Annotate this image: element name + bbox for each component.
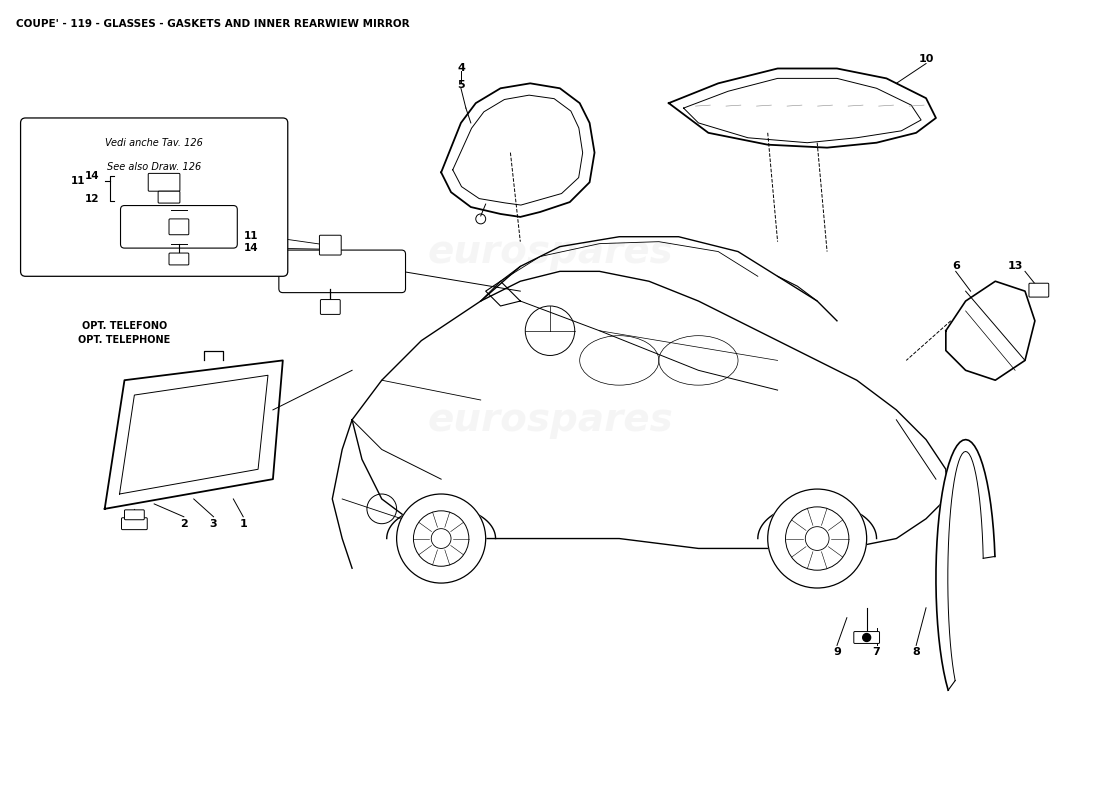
Circle shape <box>768 489 867 588</box>
Text: eurospares: eurospares <box>427 401 673 438</box>
Text: 3: 3 <box>210 518 218 529</box>
FancyBboxPatch shape <box>169 219 189 234</box>
FancyBboxPatch shape <box>121 518 147 530</box>
FancyBboxPatch shape <box>1028 283 1048 297</box>
FancyBboxPatch shape <box>124 510 144 520</box>
Text: 13: 13 <box>1008 262 1023 271</box>
Text: 8: 8 <box>912 647 920 658</box>
Circle shape <box>862 634 870 642</box>
FancyBboxPatch shape <box>169 253 189 265</box>
Text: 11: 11 <box>243 231 258 242</box>
Polygon shape <box>104 361 283 509</box>
FancyBboxPatch shape <box>121 206 238 248</box>
Text: 9: 9 <box>833 647 840 658</box>
Text: 14: 14 <box>85 171 100 182</box>
FancyBboxPatch shape <box>279 250 406 293</box>
Text: eurospares: eurospares <box>427 233 673 270</box>
FancyBboxPatch shape <box>21 118 288 276</box>
Text: See also Draw. 126: See also Draw. 126 <box>107 162 201 173</box>
Text: 5: 5 <box>458 80 465 90</box>
Circle shape <box>397 494 486 583</box>
Text: 2: 2 <box>180 518 188 529</box>
FancyBboxPatch shape <box>320 299 340 314</box>
FancyBboxPatch shape <box>319 235 341 255</box>
Text: 4: 4 <box>456 63 465 74</box>
Polygon shape <box>669 69 936 148</box>
Text: 11: 11 <box>70 176 85 186</box>
Text: COUPE' - 119 - GLASSES - GASKETS AND INNER REARWIEW MIRROR: COUPE' - 119 - GLASSES - GASKETS AND INN… <box>15 19 409 29</box>
FancyBboxPatch shape <box>148 174 180 191</box>
Polygon shape <box>946 282 1035 380</box>
Text: OPT. TELEFONO
OPT. TELEPHONE: OPT. TELEFONO OPT. TELEPHONE <box>78 321 170 345</box>
Text: 10: 10 <box>918 54 934 63</box>
Text: 1: 1 <box>240 518 248 529</box>
Polygon shape <box>936 439 994 690</box>
FancyBboxPatch shape <box>158 191 180 203</box>
Text: Vedi anche Tav. 126: Vedi anche Tav. 126 <box>106 138 204 148</box>
Text: 12: 12 <box>85 194 100 204</box>
FancyBboxPatch shape <box>854 631 880 643</box>
Text: 6: 6 <box>952 262 959 271</box>
Text: 14: 14 <box>243 243 258 253</box>
Polygon shape <box>441 83 594 217</box>
Text: 7: 7 <box>872 647 880 658</box>
